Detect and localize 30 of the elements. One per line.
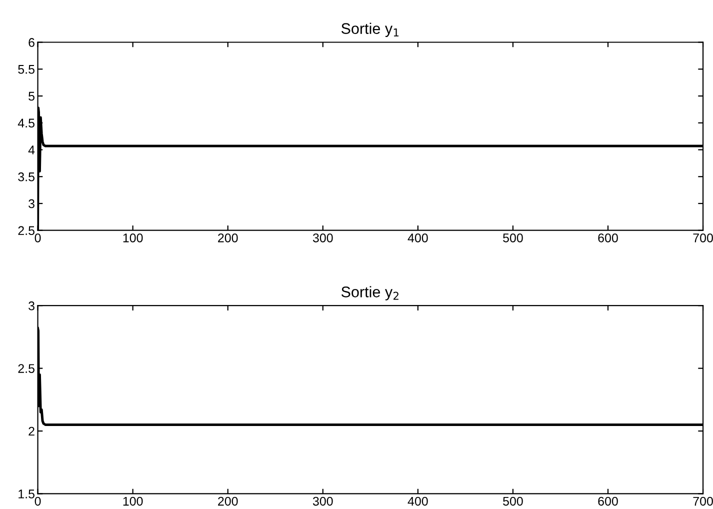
x-tick-label: 700 [693,496,713,506]
x-tick-label: 200 [218,233,238,242]
x-tick-label: 200 [218,496,238,506]
x-tick-label: 300 [312,233,333,242]
y-tick-label: 3 [28,301,34,310]
y-tick-label: 4 [28,146,35,154]
x-tick-label: 500 [503,496,523,506]
x-tick-label: 600 [598,496,618,506]
x-tick-label: 300 [312,496,333,506]
x-tick-label: 0 [34,233,41,242]
x-tick-label: 100 [123,496,143,506]
x-tick-label: 0 [34,496,41,506]
y-tick-label: 4.5 [18,118,34,128]
y-tick-label: 1.5 [18,490,34,498]
chart-title: Sortie y$_{1}$ [341,22,399,38]
y-tick-label: 3.5 [18,172,34,182]
y-tick-label: 5.5 [18,65,34,74]
y-tick-label: 5 [28,92,34,101]
x-tick-label: 100 [123,233,143,242]
y-tick-label: 6 [28,38,34,47]
y-tick-label: 3 [28,199,34,208]
chart-title: Sortie y$_{2}$ [341,286,398,300]
y-tick-label: 2.5 [18,364,34,373]
y-tick-label: 2 [28,426,34,436]
x-tick-label: 400 [408,233,428,242]
y-tick-label: 2.5 [18,226,34,236]
x-tick-label: 400 [408,496,428,506]
x-tick-label: 500 [503,233,523,242]
x-tick-label: 700 [693,233,713,242]
x-tick-label: 600 [598,233,618,242]
